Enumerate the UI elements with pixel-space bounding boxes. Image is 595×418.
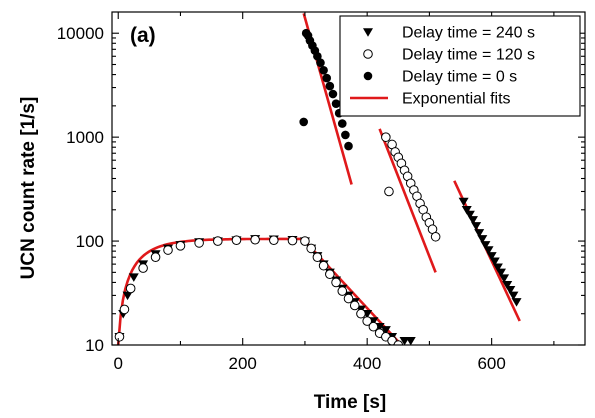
data-point <box>316 58 325 68</box>
data-point <box>486 252 497 261</box>
data-point <box>299 117 308 127</box>
data-point <box>313 51 322 61</box>
x-tick-label: 400 <box>353 354 381 373</box>
fit-curve-1 <box>116 237 305 345</box>
data-point <box>269 235 279 245</box>
legend-label: Delay time = 0 s <box>402 69 517 86</box>
data-point <box>505 286 516 295</box>
data-point <box>331 99 341 108</box>
data-point <box>368 321 379 332</box>
data-point <box>325 269 335 279</box>
legend-entry-2: Delay time = 120 s <box>363 47 535 64</box>
data-point <box>337 119 347 128</box>
panel-label: (a) <box>130 24 156 47</box>
data-point <box>322 73 332 83</box>
data-point <box>477 235 488 244</box>
x-axis-title: Time [s] <box>314 392 387 413</box>
data-point <box>349 300 360 311</box>
data-point <box>138 263 148 273</box>
data-point <box>471 222 482 231</box>
data-point <box>430 231 441 242</box>
data-point <box>405 336 416 345</box>
data-point <box>508 291 519 301</box>
data-point <box>213 236 223 246</box>
y-tick-label: 10 <box>85 336 104 355</box>
data-point <box>467 216 478 225</box>
data-point <box>337 286 348 296</box>
axes-layer: 0 200 400 600 10 100 1000 10000 <box>57 11 586 373</box>
data-point <box>393 340 404 345</box>
data-point <box>380 326 391 335</box>
legend-entry-4: Exponential fits <box>350 91 511 108</box>
legend-label: Delay time = 120 s <box>402 47 535 64</box>
data-point <box>492 263 503 272</box>
data-point <box>122 291 133 301</box>
y-tick-label: 1000 <box>66 128 104 147</box>
data-point <box>511 298 522 307</box>
legend-entry-3: Delay time = 0 s <box>363 69 517 86</box>
y-axis-title: UCN count rate [1/s] <box>18 97 39 280</box>
data-point <box>250 234 260 245</box>
legend-swatch <box>363 49 373 59</box>
data-point <box>362 316 372 326</box>
data-point <box>495 268 506 278</box>
fit-curve-4 <box>378 128 437 273</box>
data-point <box>325 81 335 91</box>
data-point <box>343 293 354 304</box>
legend-swatch <box>363 28 373 37</box>
legend-box <box>339 15 581 117</box>
legend-label: Delay time = 240 s <box>402 25 535 42</box>
data-point <box>163 245 173 255</box>
x-tick-label: 200 <box>229 354 257 373</box>
y-tick-label: 10000 <box>57 24 104 43</box>
data-point <box>381 132 391 142</box>
data-point <box>287 235 298 246</box>
legend-swatch <box>363 71 373 81</box>
data-point <box>125 283 136 294</box>
data-point <box>474 229 485 238</box>
data-point <box>328 89 338 99</box>
series-1 <box>114 197 522 345</box>
data-point <box>128 273 139 282</box>
data-point <box>464 210 475 220</box>
data-point <box>502 280 513 290</box>
legend-entry-1: Delay time = 240 s <box>363 25 535 42</box>
legend-label: Exponential fits <box>402 91 511 108</box>
data-point <box>480 241 491 250</box>
data-point <box>331 277 341 288</box>
data-point <box>306 243 316 254</box>
data-point <box>483 246 494 255</box>
data-point <box>312 252 323 262</box>
data-point <box>461 206 472 215</box>
data-point <box>341 130 350 140</box>
data-point <box>489 257 500 266</box>
x-tick-label: 0 <box>113 354 122 373</box>
data-point <box>175 241 186 251</box>
series-2 <box>114 132 441 345</box>
data-point <box>356 308 366 319</box>
data-point <box>344 141 353 151</box>
data-point <box>150 252 161 262</box>
data-point <box>231 235 242 245</box>
data-point <box>300 236 310 246</box>
data-point <box>499 274 510 283</box>
x-tick-label: 600 <box>477 354 505 373</box>
legend: Delay time = 240 s Delay time = 120 s Dela… <box>339 15 581 117</box>
y-tick-label: 100 <box>76 232 104 251</box>
data-point <box>384 186 394 197</box>
data-point <box>318 260 329 271</box>
data-point <box>319 65 328 75</box>
data-point <box>114 331 125 342</box>
data-point <box>194 238 204 248</box>
data-point <box>458 197 469 207</box>
data-point <box>119 304 130 315</box>
